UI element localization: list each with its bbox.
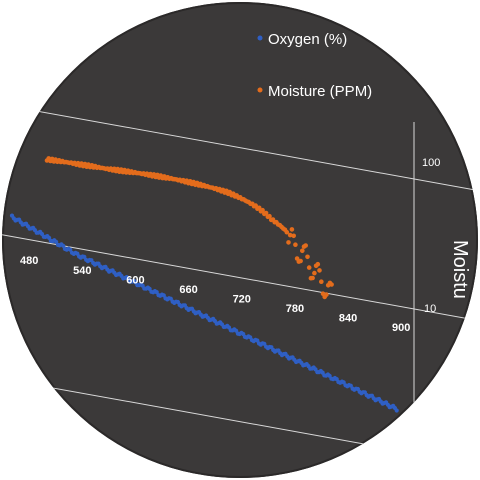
x-tick-label: 660 [179,284,197,296]
moisture-point [324,292,329,297]
moisture-point [315,261,321,267]
moisture-point [310,275,315,281]
moisture-point [287,232,293,238]
moisture-point [300,248,305,254]
moisture-point [319,279,324,285]
gridlines [2,104,478,478]
moisture-point [298,258,303,264]
oxygen-point [54,239,59,244]
legend-label: Oxygen (%) [268,31,347,48]
legend-label: Moisture (PPM) [268,83,372,100]
legend: Oxygen (%) Moisture (PPM) [257,31,372,100]
x-tick-label: 900 [392,322,410,334]
moisture-point [256,205,262,211]
x-tick-label: 840 [339,313,357,325]
legend-marker [257,35,263,41]
data-points [9,156,399,413]
moisture-point [303,243,309,248]
x-tick-label: 480 [20,255,38,267]
x-tick-label: 780 [286,303,304,315]
x-tick-label: 540 [73,265,91,277]
right-axis-label: Moistu [449,240,471,299]
gridline [2,104,478,191]
legend-marker [257,87,263,93]
x-tick-label: 720 [233,294,251,306]
moisture-point [329,282,334,287]
x-tick-label: 600 [126,274,144,286]
moisture-point [260,207,265,213]
moisture-point [284,229,290,235]
moisture-point [289,227,295,232]
moisture-point [305,254,310,260]
moisture-point [291,233,297,239]
oxygen-point [68,247,73,252]
gridline [2,234,478,321]
moisture-point [267,213,272,219]
moisture-point [263,210,269,216]
x-axis-ticks: 480 540 600 660 720 780 840 900 [20,255,410,334]
moisture-point [306,265,312,270]
moisture-point [293,242,298,247]
right-axis-ticks: 100 10 [422,157,440,315]
right-tick-label: 10 [424,303,436,315]
right-tick-label: 100 [422,157,440,169]
oxygen-point [394,408,399,413]
moisture-point [286,240,291,245]
moisture-point [317,268,322,273]
oxygen-point [61,243,66,248]
gridline [2,378,478,465]
moisture-point [312,270,317,276]
